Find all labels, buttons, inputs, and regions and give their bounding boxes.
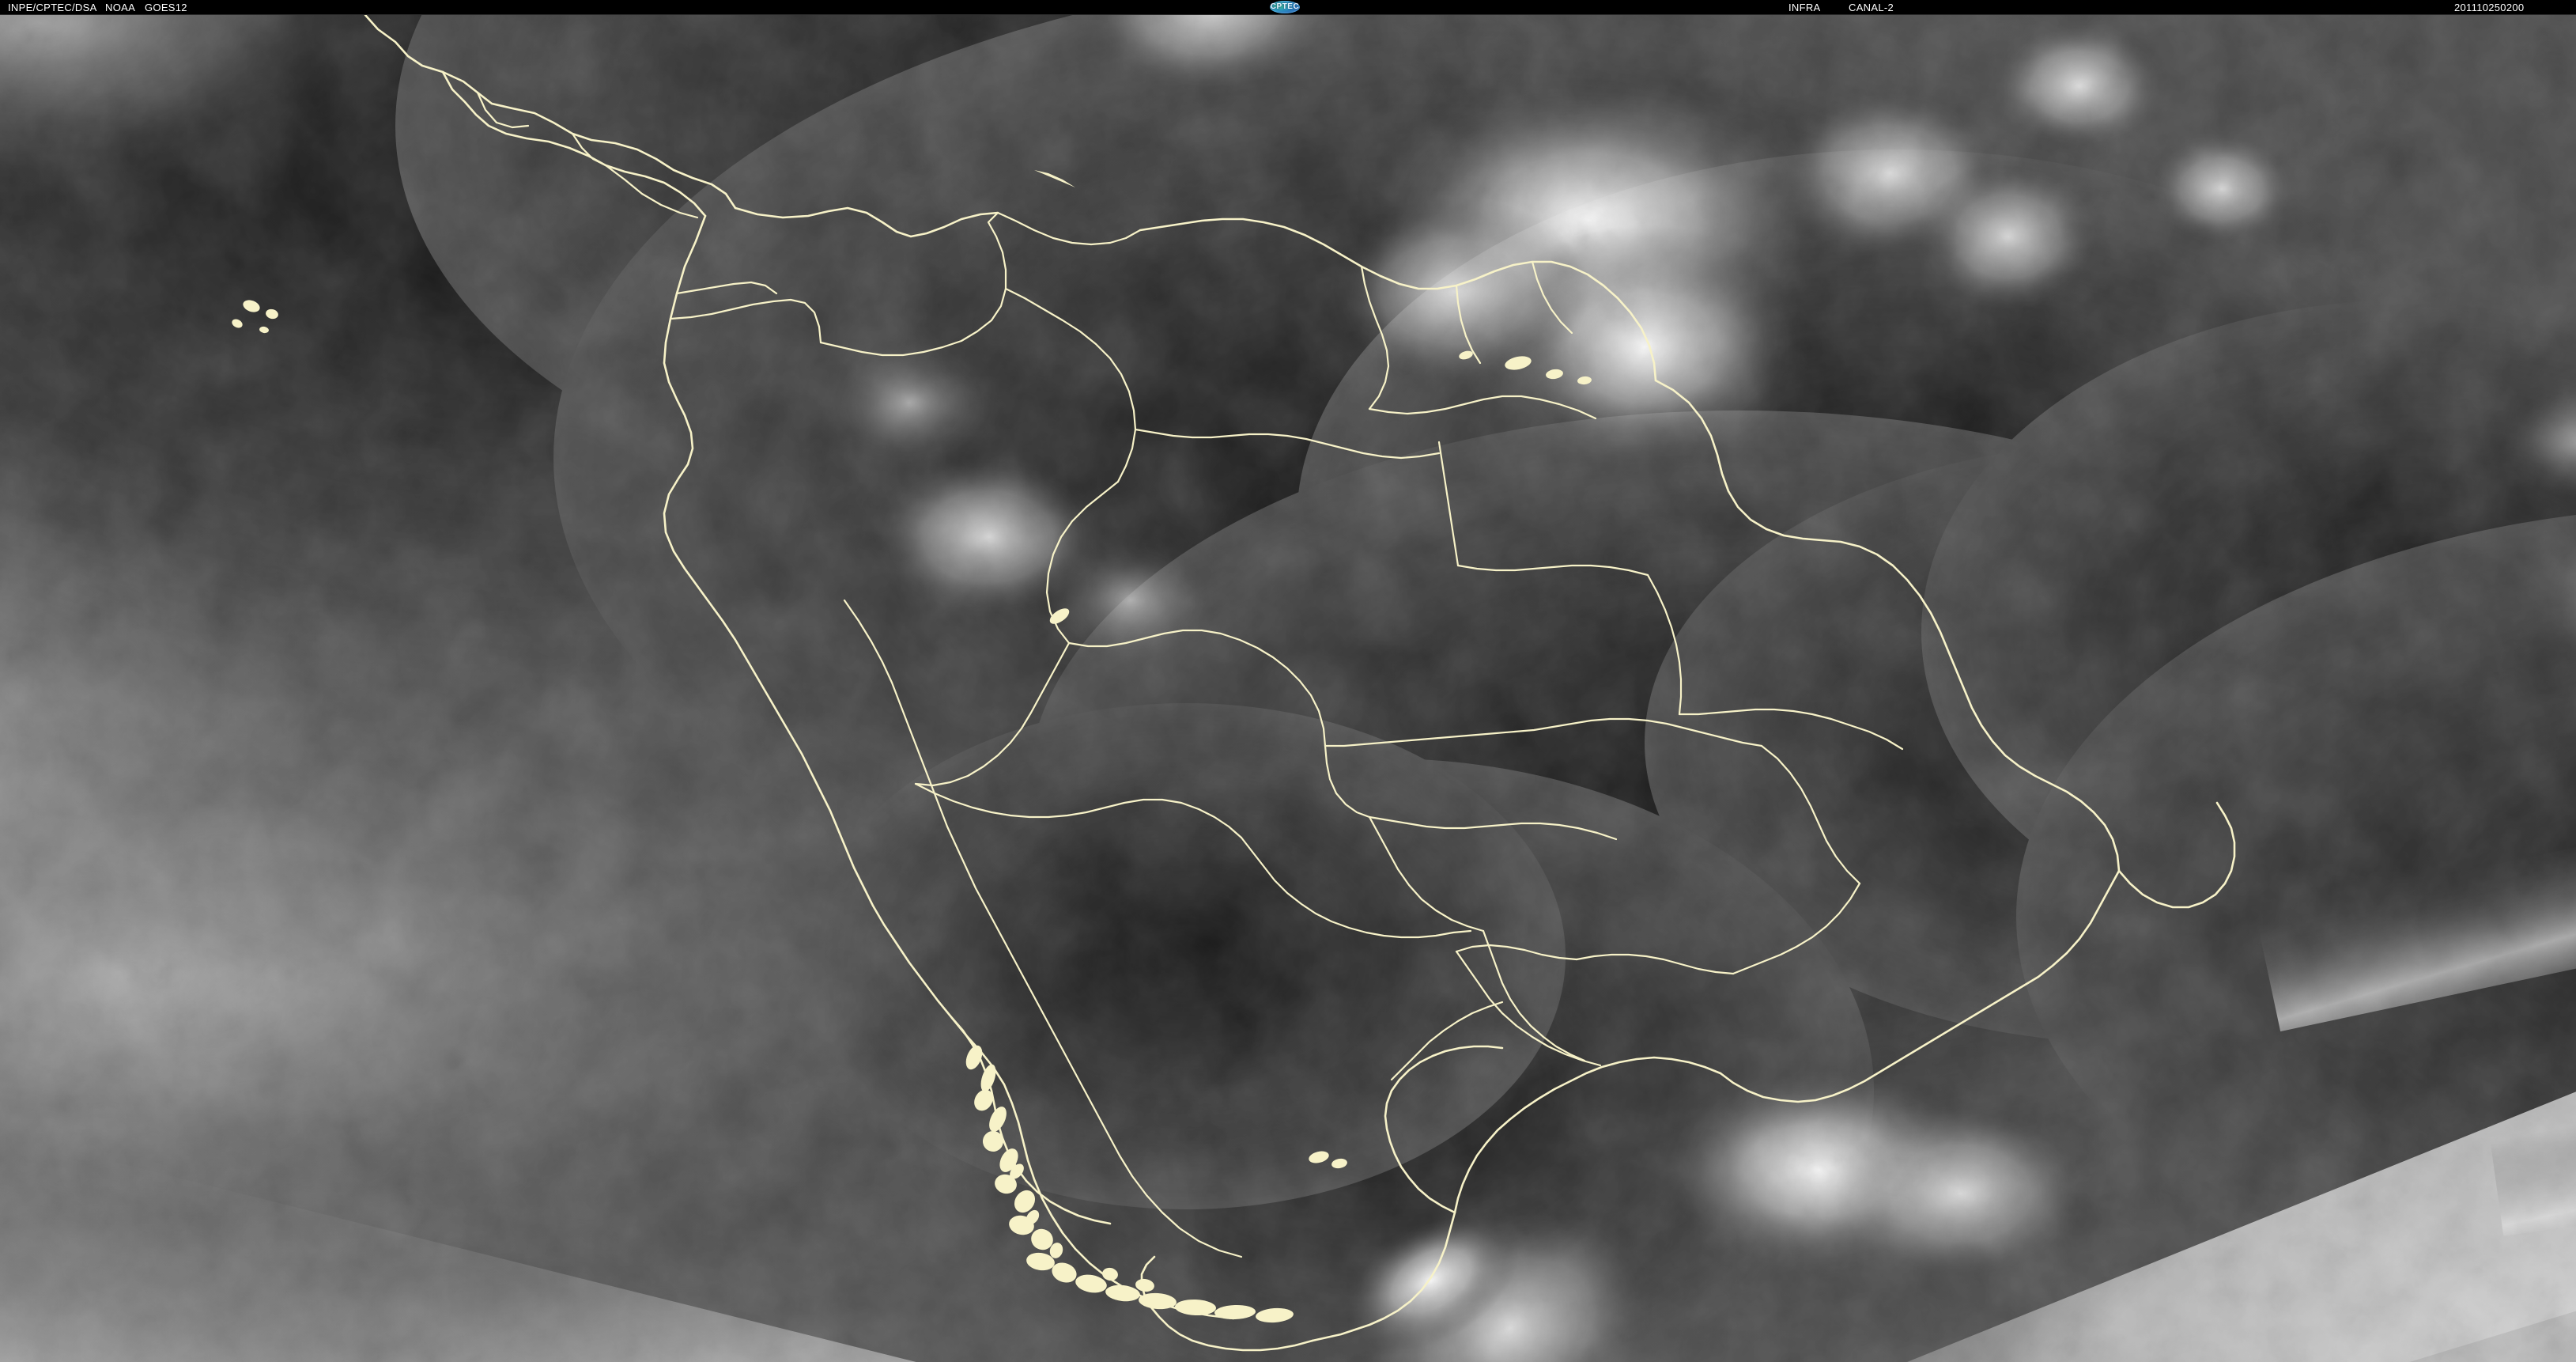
header-timestamp-label: 201110250200 [2454, 2, 2525, 13]
header-operator-label: NOAA [105, 2, 136, 13]
header-agency-label: INPE/CPTEC/DSA [8, 2, 97, 13]
cloud-deck-texture [0, 15, 2576, 1362]
header-satellite-label: GOES12 [145, 2, 187, 13]
header-band-label: INFRA [1788, 2, 1821, 13]
satellite-imagery-canvas [0, 15, 2576, 1362]
cptec-logo-icon: CPTEC [1268, 0, 1301, 14]
header-channel-label: CANAL-2 [1849, 2, 1894, 13]
image-annotation-header: INPE/CPTEC/DSA NOAA GOES12 CPTEC INFRA C… [0, 0, 2576, 15]
header-divider [0, 14, 2576, 15]
earth-disc [0, 15, 2576, 1362]
fine-grain-shadow-texture [0, 15, 2576, 1362]
logo-text: CPTEC [1270, 2, 1300, 11]
fine-grain-texture [0, 15, 2576, 1362]
warm-surface-texture [0, 15, 2576, 1362]
logo-oval-shape [1270, 1, 1300, 13]
